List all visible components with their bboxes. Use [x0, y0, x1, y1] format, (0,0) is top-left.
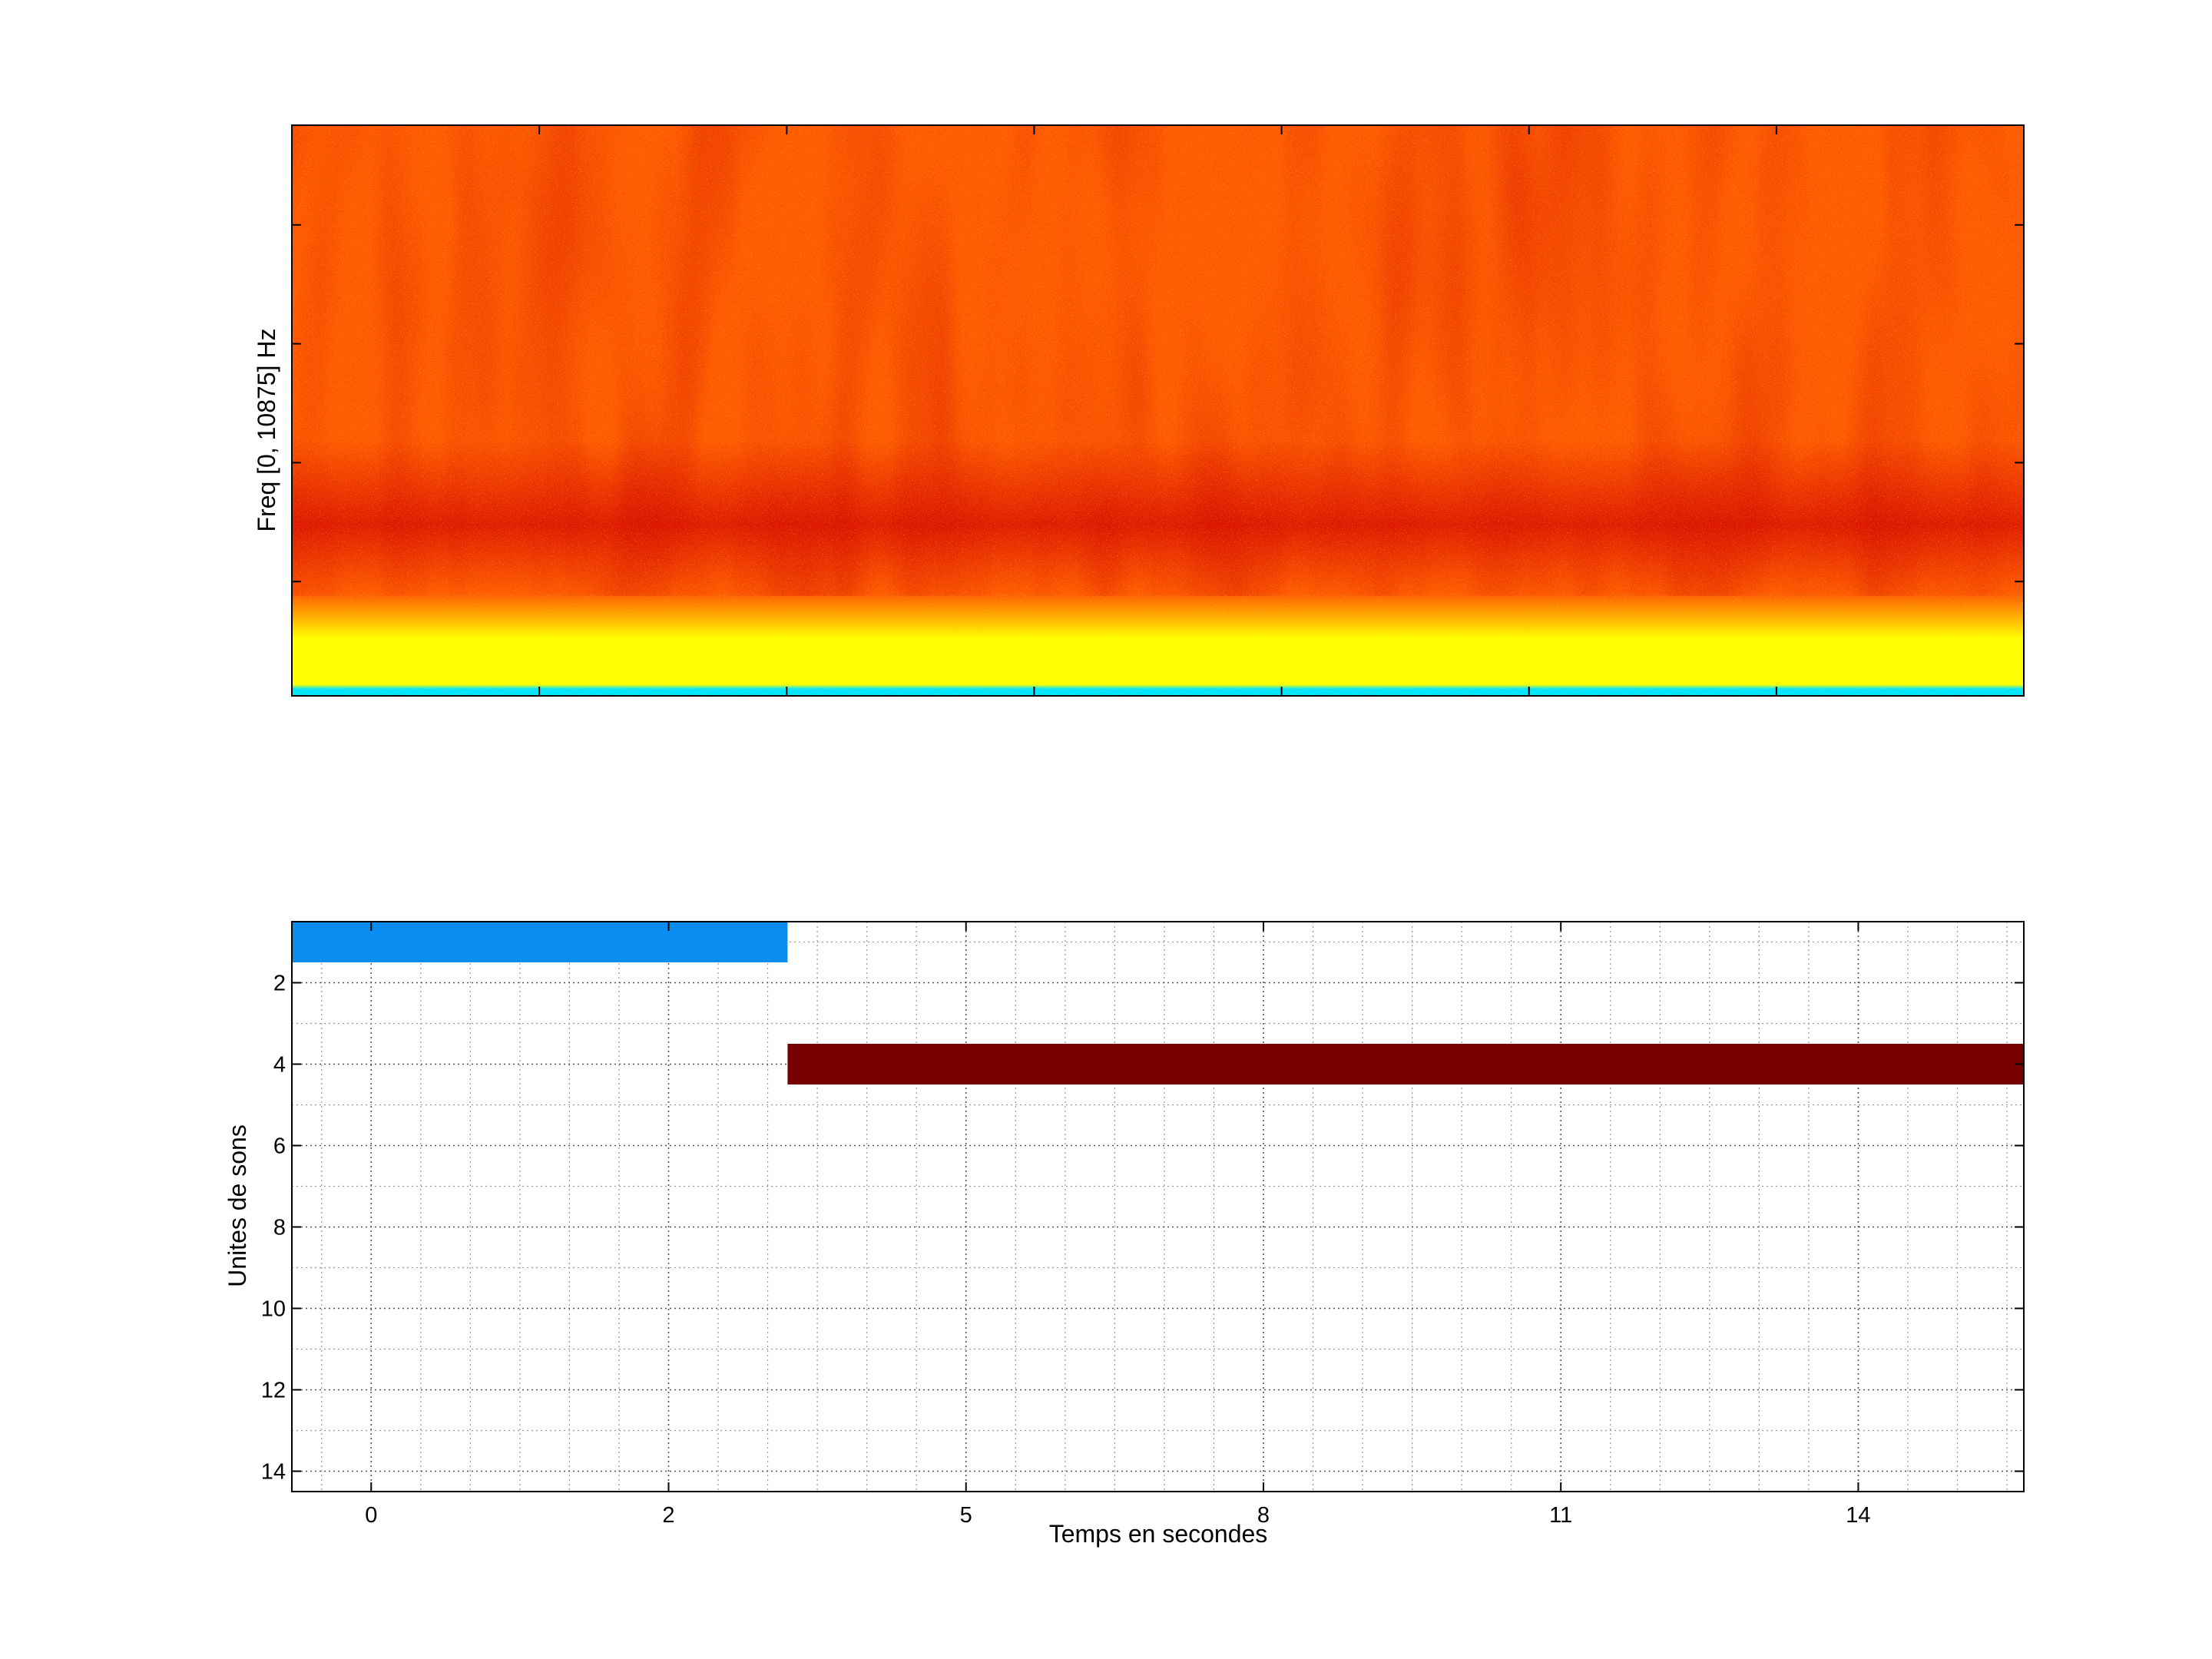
units-segments [292, 922, 2024, 1084]
units-y-tick-label: 8 [273, 1216, 286, 1240]
units-x-tick-label: 11 [1549, 1503, 1572, 1528]
units-x-axis-label: Temps en secondes [1049, 1520, 1268, 1548]
units-y-tick-label: 2 [273, 972, 286, 996]
units-plot-background [292, 922, 2024, 1492]
sound-units-panel: 0 2 5 8 11 14 2 4 6 8 10 12 14 [261, 921, 2025, 1528]
spectrogram-y-axis-label: Freq [0, 10875] Hz [253, 328, 280, 531]
units-y-tick-label: 4 [273, 1053, 286, 1078]
units-y-axis-label: Unites de sons [224, 1124, 251, 1287]
spectrogram-ticks [292, 125, 2024, 696]
spectrogram-frame [291, 124, 2025, 697]
spectrogram-panel [291, 124, 2025, 697]
units-y-tick-label: 10 [261, 1297, 286, 1322]
units-x-tick-label: 14 [1846, 1503, 1870, 1528]
units-ticks [292, 922, 2024, 1492]
units-y-tick-label: 12 [261, 1379, 286, 1403]
units-x-tick-label: 0 [365, 1503, 377, 1528]
units-grid [292, 922, 2024, 1492]
spectrogram-speckle [292, 125, 2024, 696]
units-y-tick-labels: 2 4 6 8 10 12 14 [261, 972, 286, 1485]
units-y-tick-label: 6 [273, 1134, 286, 1159]
units-x-tick-label: 2 [662, 1503, 674, 1528]
units-plot-frame [291, 921, 2025, 1492]
units-x-tick-label: 5 [960, 1503, 972, 1528]
units-x-tick-label: 8 [1257, 1503, 1270, 1528]
sound-unit-segment [292, 922, 788, 962]
sound-unit-segment [787, 1044, 2024, 1084]
units-y-tick-label: 14 [261, 1460, 286, 1485]
units-x-tick-labels: 0 2 5 8 11 14 [365, 1503, 1870, 1528]
